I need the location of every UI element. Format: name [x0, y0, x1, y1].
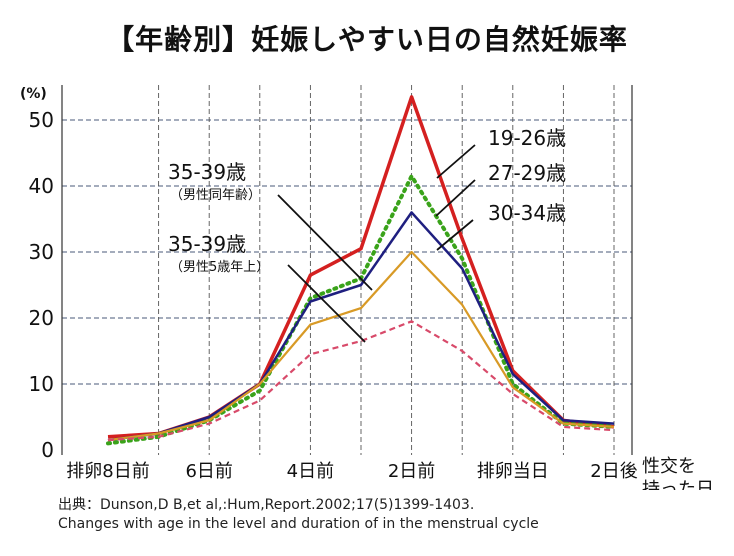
source-text: 出典：Dunson,D B,et al,:Hum,Report.2002;17(… — [58, 497, 475, 513]
x-tick-label: 排卵8日前 — [66, 461, 149, 482]
series-annotation-label: 35-39歳 — [168, 232, 246, 256]
series-annotation-label: 19-26歳 — [488, 126, 566, 150]
series-annotation-label: 35-39歳 — [168, 160, 246, 184]
x-tick-label: 排卵当日 — [477, 461, 549, 482]
series-annotation-label: 27-29歳 — [488, 161, 566, 185]
x-tick-label: 2日後 — [590, 461, 637, 482]
y-tick-label: 20 — [29, 306, 54, 330]
series-line-3 — [107, 250, 615, 442]
annotation-leader-line — [435, 179, 476, 217]
line-chart: 0 10 20 30 40 50 (%) 排卵8日前 6日前 4日前 2日前 排卵当日 2日後 性交を持っ… — [20, 85, 714, 490]
x-axis-label: 性交を — [642, 456, 696, 477]
y-tick-label: 30 — [29, 240, 54, 264]
x-tick-label: 6日前 — [185, 461, 232, 482]
series-annotation-sublabel: （男性5歳年上） — [170, 260, 269, 275]
citation-text: Changes with age in the level and durati… — [58, 516, 539, 532]
page-title: 【年齢別】妊娠しやすい日の自然妊娠率 — [106, 23, 628, 56]
y-tick-label: 10 — [29, 372, 54, 396]
series-annotation-label: 30-34歳 — [488, 201, 566, 225]
y-axis-label: (%) — [20, 86, 47, 102]
y-tick-label: 40 — [29, 174, 54, 198]
x-tick-label: 2日前 — [388, 461, 435, 482]
annotation-leader-line — [277, 194, 373, 291]
x-axis-label: 持った日 — [642, 479, 714, 490]
series-annotation-sublabel: （男性同年齢） — [170, 188, 261, 203]
series-line-2 — [107, 211, 615, 442]
annotation-leader-line — [287, 264, 366, 343]
y-tick-label: 0 — [41, 438, 54, 462]
annotation-leader-line — [436, 219, 474, 251]
x-tick-label: 4日前 — [287, 461, 334, 482]
series-line-4 — [107, 320, 615, 442]
annotation-leader-line — [436, 144, 476, 179]
y-tick-label: 50 — [29, 108, 54, 132]
